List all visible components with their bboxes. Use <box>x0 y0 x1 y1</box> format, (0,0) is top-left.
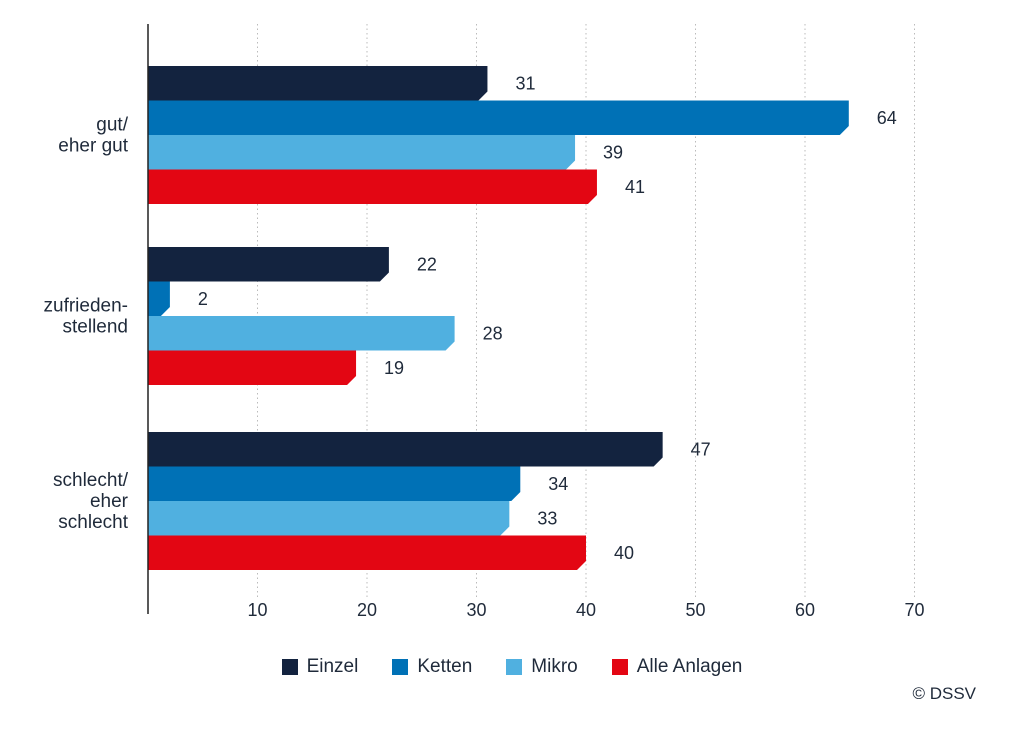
x-tick-label-70: 70 <box>904 600 924 620</box>
legend-label-mikro: Mikro <box>531 656 578 677</box>
x-tick-label-50: 50 <box>685 600 705 620</box>
legend-swatch-alle-anlagen <box>611 659 628 675</box>
category-label-2: schlecht/eher schlecht <box>53 470 129 533</box>
bar-einzel-2 <box>148 432 663 467</box>
bar-mikro-0 <box>148 135 576 170</box>
category-label-line: gut/ <box>96 115 128 136</box>
bar-alle-anlagen-0 <box>148 169 597 204</box>
x-tick-label-20: 20 <box>357 600 377 620</box>
legend-swatch-ketten <box>392 659 409 675</box>
category-label-0: gut/eher gut <box>58 115 128 157</box>
x-tick-label-10: 10 <box>247 600 267 620</box>
value-label: 2 <box>198 289 208 309</box>
legend-item-mikro: Mikro <box>506 656 578 678</box>
bar-mikro-1 <box>148 316 455 351</box>
x-tick-label-40: 40 <box>576 600 596 620</box>
category-label-line: eher <box>90 491 129 512</box>
legend: Einzel Ketten Mikro Alle Anlagen <box>0 656 1024 678</box>
value-label: 22 <box>417 254 437 274</box>
bar-ketten-2 <box>148 466 521 501</box>
category-label-line: zufrieden- <box>44 296 129 317</box>
bar-ketten-1 <box>148 281 170 316</box>
legend-item-alle-anlagen: Alle Anlagen <box>611 656 743 678</box>
bar-alle-anlagen-2 <box>148 535 586 570</box>
bar-mikro-2 <box>148 501 510 536</box>
category-label-1: zufrieden-stellend <box>44 296 129 338</box>
bar-einzel-1 <box>148 247 389 282</box>
bar-einzel-0 <box>148 66 488 101</box>
bar-alle-anlagen-1 <box>148 350 357 385</box>
legend-item-ketten: Ketten <box>392 656 472 678</box>
value-label: 34 <box>548 474 568 494</box>
value-label: 64 <box>877 108 897 128</box>
value-label: 28 <box>483 323 503 343</box>
legend-label-ketten: Ketten <box>417 656 473 677</box>
value-label: 40 <box>614 543 634 563</box>
category-label-line: stellend <box>63 317 129 338</box>
legend-label-alle-anlagen: Alle Anlagen <box>636 656 743 677</box>
category-label-line: schlecht/ <box>53 470 129 491</box>
value-label: 31 <box>515 73 535 93</box>
copyright-credit: © DSSV <box>912 684 976 703</box>
category-label-line: schlecht <box>58 512 128 533</box>
legend-item-einzel: Einzel <box>281 656 359 678</box>
x-tick-label-60: 60 <box>795 600 815 620</box>
value-label: 41 <box>625 177 645 197</box>
value-label: 39 <box>603 142 623 162</box>
legend-label-einzel: Einzel <box>306 656 359 677</box>
category-label-line: eher gut <box>58 136 128 157</box>
value-label: 33 <box>537 508 557 528</box>
legend-swatch-mikro <box>506 659 523 675</box>
bar-ketten-0 <box>148 100 849 135</box>
value-label: 47 <box>691 439 711 459</box>
legend-swatch-einzel <box>281 659 298 675</box>
value-label: 19 <box>384 358 404 378</box>
x-tick-label-30: 30 <box>466 600 486 620</box>
